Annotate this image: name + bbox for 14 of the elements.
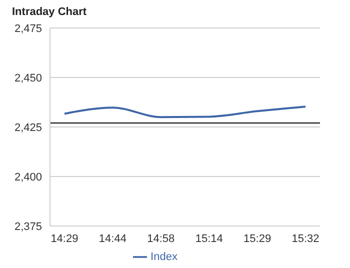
x-tick-label: 14:58 [147, 232, 175, 245]
y-tick-label: 2,400 [14, 171, 42, 184]
y-tick-label: 2,375 [14, 220, 42, 233]
x-tick-label: 15:29 [244, 232, 272, 245]
x-tick-label: 14:29 [50, 232, 78, 245]
x-tick-label: 14:44 [98, 232, 126, 245]
x-tick-label: 15:32 [292, 232, 320, 245]
y-tick-label: 2,425 [14, 122, 42, 134]
legend-label: Index [150, 250, 178, 263]
x-tick-label: 15:14 [195, 232, 223, 245]
y-tick-label: 2,450 [14, 72, 42, 84]
chart-title: Intraday Chart [12, 6, 87, 18]
y-tick-label: 2,475 [14, 22, 42, 35]
line-series [63, 106, 307, 118]
